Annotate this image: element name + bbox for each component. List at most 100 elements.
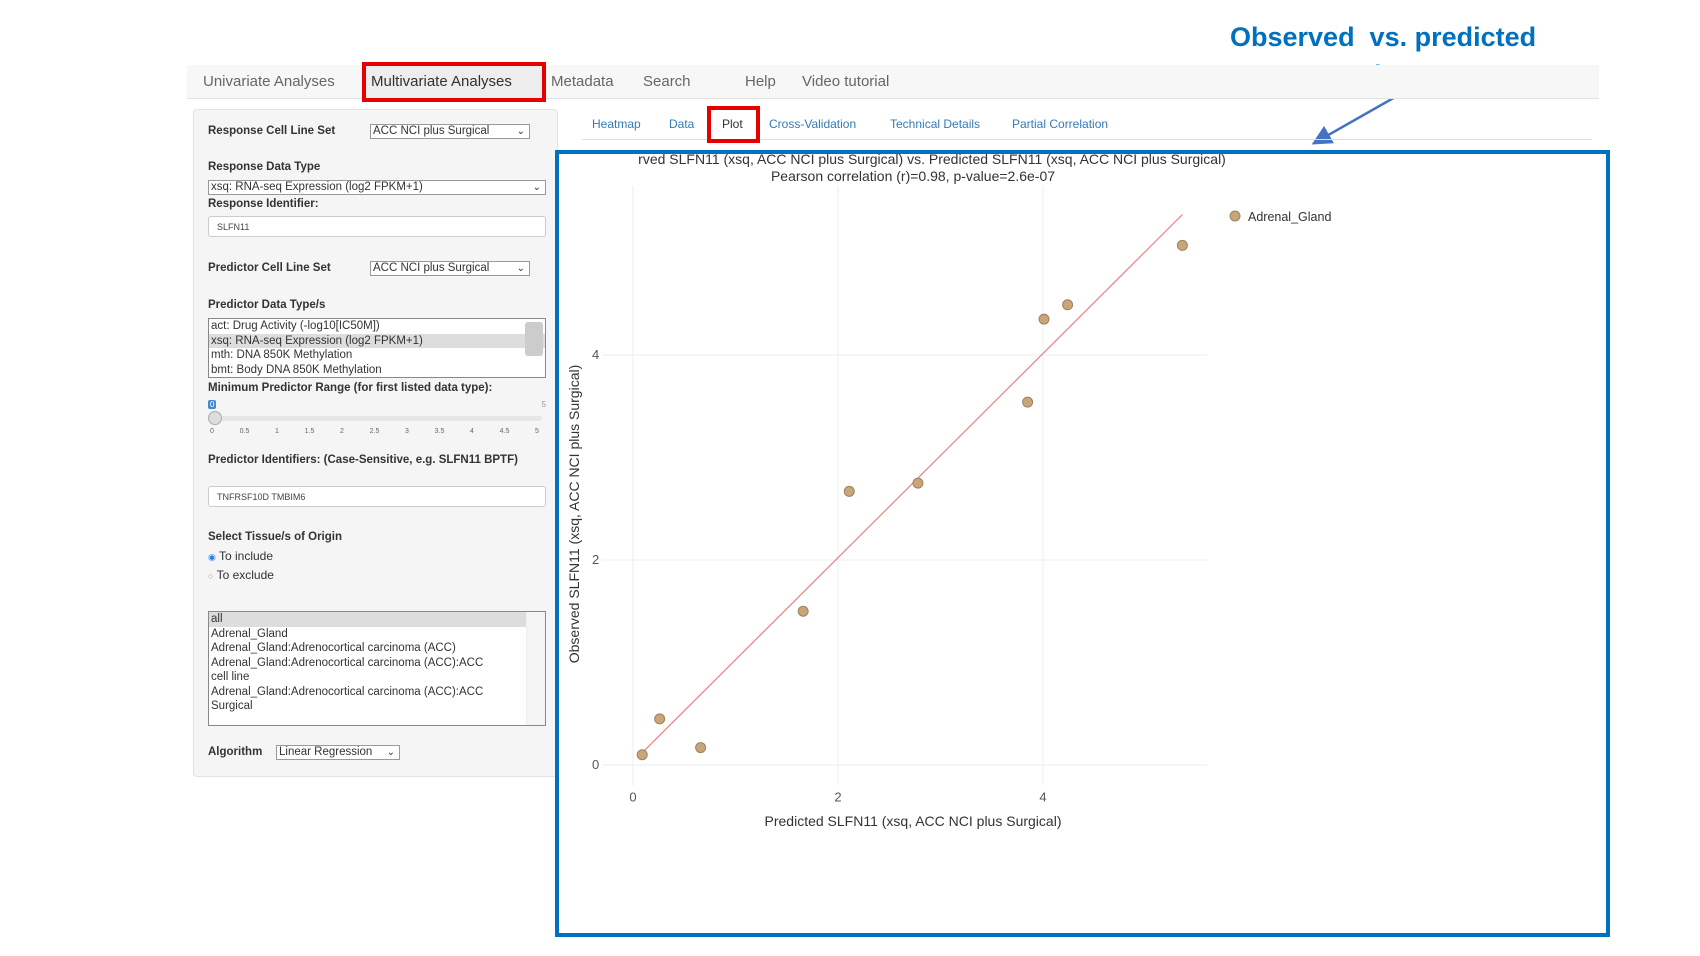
option[interactable]: bmt: Body DNA 850K Methylation: [211, 363, 382, 376]
chevron-down-icon: ⌄: [532, 182, 541, 193]
regression-line: [641, 214, 1183, 754]
scrollbar[interactable]: [526, 612, 545, 725]
algorithm-label: Algorithm: [208, 746, 263, 758]
option[interactable]: act: Drug Activity (-log10[IC50M]): [211, 320, 380, 332]
response-cell-line-set-label: Response Cell Line Set: [208, 125, 336, 137]
x-tick-label: 2: [834, 790, 841, 805]
slider-tick-label: 4.5: [499, 428, 510, 435]
radio-unchecked-icon: ○: [208, 571, 214, 581]
response-data-type-label: Response Data Type: [208, 161, 321, 173]
slider-tick-label: 0.5: [239, 428, 250, 435]
y-tick-label: 2: [592, 552, 599, 567]
highlight-plot-tab: [707, 106, 760, 143]
x-tick-label: 4: [1039, 790, 1046, 805]
predictor-identifiers-label: Predictor Identifiers: (Case-Sensitive, …: [208, 454, 518, 466]
option-selected[interactable]: xsq: RNA-seq Expression (log2 FPKM+1): [209, 333, 545, 348]
tissue-listbox[interactable]: all Adrenal_Gland Adrenal_Gland:Adrenoco…: [208, 611, 546, 726]
radio-checked-icon: ◉: [208, 552, 216, 562]
option-cont[interactable]: cell line: [211, 671, 250, 683]
y-tick-label: 0: [592, 757, 599, 772]
data-point: [912, 477, 924, 489]
data-point: [695, 742, 707, 754]
slider-tick-label: 1.5: [304, 428, 315, 435]
x-tick-label: 0: [629, 790, 636, 805]
min-range-label: Minimum Predictor Range (for first liste…: [208, 382, 493, 394]
tab-heatmap[interactable]: Heatmap: [592, 117, 641, 131]
slider-tick-label: 2: [340, 428, 344, 435]
chevron-down-icon: ⌄: [516, 263, 525, 274]
slider-tick-label: 0: [210, 428, 214, 435]
option[interactable]: Adrenal_Gland:Adrenocortical carcinoma (…: [211, 642, 456, 654]
slider-tick-label: 3: [405, 428, 409, 435]
legend-marker: [1229, 210, 1241, 222]
top-nav: Univariate Analyses Multivariate Analyse…: [187, 65, 1599, 99]
predictor-data-types-label: Predictor Data Type/s: [208, 299, 326, 311]
tab-partial-correlation[interactable]: Partial Correlation: [1012, 117, 1109, 131]
radio-include[interactable]: ◉ To include: [208, 549, 273, 563]
tabs-divider: [582, 139, 1592, 140]
slider-tick-label: 5: [535, 428, 539, 435]
nav-univariate[interactable]: Univariate Analyses: [203, 73, 335, 90]
option[interactable]: mth: DNA 850K Methylation: [211, 349, 353, 361]
chart-title: rved SLFN11 (xsq, ACC NCI plus Surgical)…: [638, 154, 1226, 167]
select-value: ACC NCI plus Surgical: [373, 125, 490, 137]
chart-subtitle: Pearson correlation (r)=0.98, p-value=2.…: [771, 168, 1055, 184]
radio-label: To exclude: [216, 568, 274, 582]
slider-handle[interactable]: [208, 411, 222, 425]
scatter-chart: rved SLFN11 (xsq, ACC NCI plus Surgical)…: [566, 154, 1331, 829]
option-selected[interactable]: all: [209, 612, 545, 627]
data-point: [1038, 313, 1050, 325]
tab-data[interactable]: Data: [669, 117, 695, 131]
data-point: [1062, 299, 1074, 311]
slider-max: 5: [541, 400, 546, 409]
predictor-cell-line-set-label: Predictor Cell Line Set: [208, 262, 331, 274]
tab-technical-details[interactable]: Technical Details: [890, 117, 981, 131]
nav-metadata[interactable]: Metadata: [551, 73, 614, 90]
plot-highlight-box: [555, 150, 1610, 937]
predictor-data-types-listbox[interactable]: act: Drug Activity (-log10[IC50M]) xsq: …: [208, 318, 546, 378]
option[interactable]: Adrenal_Gland:Adrenocortical carcinoma (…: [211, 685, 484, 698]
option[interactable]: Adrenal_Gland:Adrenocortical carcinoma (…: [211, 656, 484, 669]
slider-track: [212, 416, 542, 421]
nav-video-tutorial[interactable]: Video tutorial: [802, 73, 890, 90]
option-cont[interactable]: Surgical: [211, 700, 253, 712]
slider-tick-label: 4: [470, 428, 474, 435]
slider-tick-label: 3.5: [434, 428, 445, 435]
annotation-line1: Observed vs. predicted: [1230, 22, 1537, 52]
response-cell-line-set-select[interactable]: ACC NCI plus Surgical ⌄: [370, 124, 530, 139]
nav-search[interactable]: Search: [643, 73, 691, 90]
data-point: [843, 485, 855, 497]
response-identifier-label: Response Identifier:: [208, 198, 319, 210]
algorithm-select[interactable]: Linear Regression ⌄: [276, 745, 400, 760]
data-point: [1176, 239, 1188, 251]
highlight-multivariate: [362, 62, 546, 102]
chevron-down-icon: ⌄: [516, 126, 525, 137]
slider-tick-label: 1: [275, 428, 279, 435]
data-point: [654, 713, 666, 725]
tissue-label: Select Tissue/s of Origin: [208, 531, 342, 543]
scrollbar[interactable]: [525, 322, 543, 356]
y-tick-label: 4: [592, 347, 599, 362]
predictor-cell-line-set-select[interactable]: ACC NCI plus Surgical ⌄: [370, 261, 530, 276]
nav-multivariate[interactable]: Multivariate Analyses: [371, 73, 512, 90]
data-point: [636, 749, 648, 761]
radio-label: To include: [218, 549, 274, 563]
y-axis-label: Observed SLFN11 (xsq, ACC NCI plus Surgi…: [566, 365, 582, 664]
predictor-identifiers-input[interactable]: TNFRSF10D TMBIM6: [208, 486, 546, 507]
slider-tick-label: 2.5: [369, 428, 380, 435]
option[interactable]: Adrenal_Gland: [211, 627, 288, 640]
legend-label[interactable]: Adrenal_Gland: [1248, 210, 1331, 224]
select-value: Linear Regression: [279, 746, 373, 758]
response-data-type-select[interactable]: xsq: RNA-seq Expression (log2 FPKM+1) ⌄: [208, 180, 546, 195]
slider-value: 0: [208, 400, 217, 409]
min-range-slider[interactable]: 0 5 0 0.5 1 1.5 2 2.5 3 3.5 4 4.5 5: [208, 400, 546, 440]
settings-panel: Response Cell Line Set ACC NCI plus Surg…: [193, 109, 558, 777]
tab-cross-validation[interactable]: Cross-Validation: [769, 117, 857, 131]
select-value: ACC NCI plus Surgical: [373, 262, 490, 274]
nav-help[interactable]: Help: [745, 73, 776, 90]
select-value: xsq: RNA-seq Expression (log2 FPKM+1): [211, 181, 423, 193]
tab-plot[interactable]: Plot: [722, 117, 743, 131]
radio-exclude[interactable]: ○ To exclude: [208, 568, 274, 582]
response-identifier-input[interactable]: SLFN11: [208, 216, 546, 237]
